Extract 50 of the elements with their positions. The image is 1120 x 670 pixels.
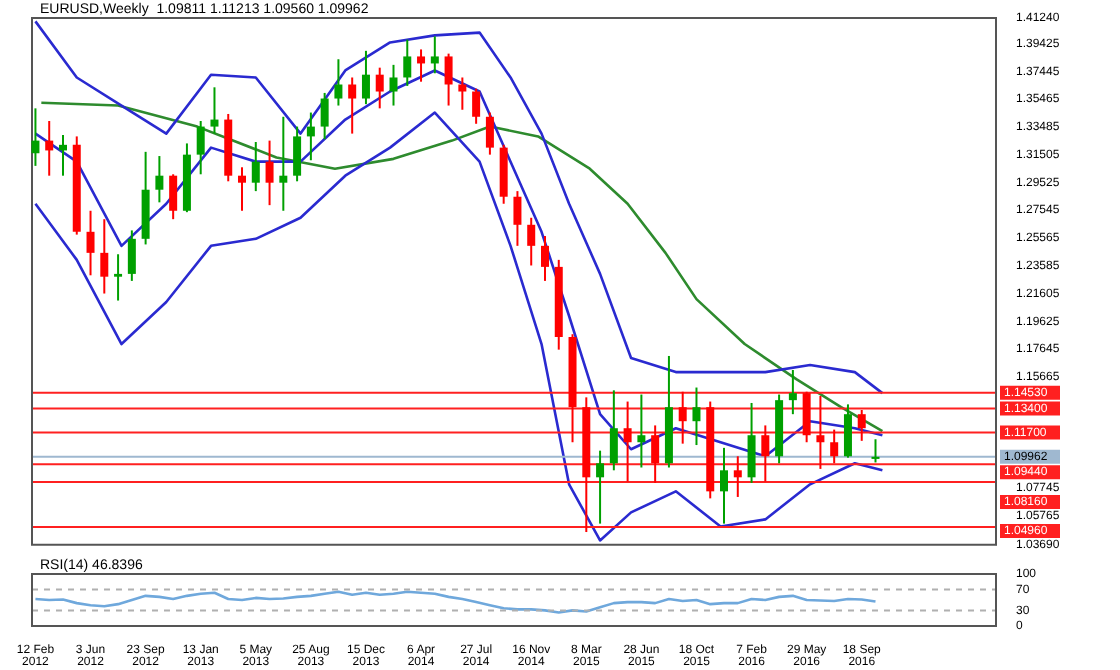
candlestick bbox=[114, 253, 123, 302]
candlestick bbox=[251, 141, 260, 193]
candlestick bbox=[651, 424, 660, 484]
candlestick bbox=[375, 66, 384, 110]
candlestick bbox=[857, 408, 866, 442]
candlestick bbox=[472, 87, 481, 125]
candlestick bbox=[678, 390, 687, 445]
candlestick bbox=[527, 216, 536, 267]
candlestick bbox=[596, 449, 605, 525]
candlestick bbox=[361, 49, 370, 106]
candlestick bbox=[458, 76, 467, 111]
candlestick bbox=[196, 119, 205, 176]
candlestick bbox=[389, 63, 398, 107]
candlestick bbox=[843, 403, 852, 459]
candlestick bbox=[830, 428, 839, 465]
candlestick bbox=[747, 401, 756, 484]
candlestick bbox=[733, 455, 742, 498]
candlestick bbox=[169, 173, 178, 221]
candlestick bbox=[720, 446, 729, 525]
candlestick bbox=[403, 38, 412, 87]
candlestick bbox=[127, 229, 136, 282]
candlestick bbox=[485, 111, 494, 156]
candlestick bbox=[31, 107, 40, 167]
candlestick bbox=[871, 438, 880, 464]
candlestick bbox=[293, 125, 302, 183]
candlestick bbox=[609, 389, 618, 472]
candlestick bbox=[444, 52, 453, 107]
candlestick bbox=[306, 111, 315, 162]
candlestick bbox=[86, 209, 95, 277]
candlestick bbox=[540, 235, 549, 282]
candlestick bbox=[100, 218, 109, 295]
candlestick bbox=[155, 155, 164, 204]
candlestick bbox=[802, 390, 811, 444]
candlestick bbox=[320, 91, 329, 141]
candlestick bbox=[513, 190, 522, 247]
candlestick bbox=[637, 393, 646, 469]
candlestick bbox=[265, 139, 274, 207]
candlestick bbox=[348, 76, 357, 135]
candlestick bbox=[788, 369, 797, 416]
candlestick bbox=[279, 115, 288, 212]
candlestick bbox=[623, 400, 632, 483]
candlestick bbox=[761, 424, 770, 483]
candlestick bbox=[334, 58, 343, 107]
candlestick bbox=[430, 35, 439, 75]
candlestick bbox=[816, 394, 825, 470]
candlestick bbox=[238, 166, 247, 212]
candlestick bbox=[417, 48, 426, 83]
candlestick bbox=[692, 386, 701, 447]
candlestick bbox=[210, 86, 219, 135]
candlestick bbox=[45, 119, 54, 177]
